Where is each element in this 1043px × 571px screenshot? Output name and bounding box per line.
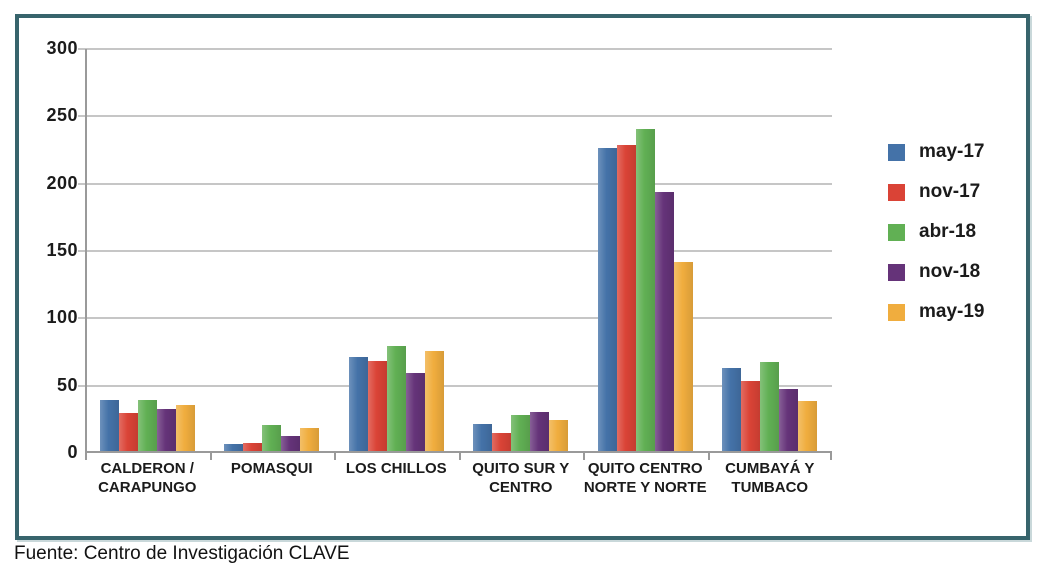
bar-group	[708, 362, 833, 451]
legend-swatch-nov-18	[888, 263, 905, 281]
x-axis-category-label: POMASQUI	[230, 460, 313, 477]
y-axis-line	[85, 49, 87, 453]
gridline	[78, 182, 832, 185]
x-axis-category-label: LOS CHILLOS	[345, 460, 447, 477]
y-axis-tick-label: 200	[46, 172, 78, 193]
legend-item: nov-18	[888, 261, 985, 282]
y-axis-tick-label: 300	[46, 38, 78, 59]
legend-label: may-17	[919, 141, 985, 162]
gridline	[78, 384, 832, 387]
bar-abr-18	[635, 129, 655, 451]
bar-may-17	[99, 400, 119, 451]
x-axis-category-label: QUITO CENTRO NORTE Y NORTE	[583, 460, 707, 496]
bar-abr-18	[511, 415, 531, 451]
bar-group	[85, 400, 210, 451]
y-axis-tick-label: 150	[46, 240, 78, 261]
bar-nov-17	[741, 381, 761, 451]
bar-may-19	[175, 405, 195, 451]
x-axis-tick	[209, 453, 212, 460]
bar-group	[583, 129, 708, 451]
bar-nov-18	[779, 389, 799, 451]
y-axis-tick-label: 250	[46, 105, 78, 126]
legend-swatch-abr-18	[888, 223, 905, 241]
legend-label: nov-18	[919, 261, 981, 282]
legend-swatch-may-19	[888, 303, 905, 321]
bar-nov-17	[118, 413, 138, 451]
legend-swatch-may-17	[888, 143, 905, 161]
y-axis-tick-label: 100	[46, 307, 78, 328]
legend-label: abr-18	[919, 221, 977, 242]
x-axis-line	[85, 451, 832, 453]
x-axis-tick	[583, 453, 585, 460]
legend-label: may-19	[919, 301, 985, 322]
bar-nov-17	[243, 443, 263, 451]
bar-nov-18	[405, 373, 425, 451]
x-axis-tick	[830, 453, 832, 460]
bar-group	[459, 412, 584, 451]
y-axis-tick-label: 0	[67, 442, 78, 463]
gridline	[78, 48, 832, 50]
source-note: Fuente: Centro de Investigación CLAVE	[14, 543, 350, 564]
bar-may-17	[224, 444, 244, 451]
bar-nov-17	[616, 145, 636, 451]
bar-may-19	[798, 401, 818, 451]
bar-may-19	[549, 420, 569, 451]
legend: may-17 nov-17 abr-18 nov-18 may-19	[888, 141, 985, 342]
bar-nov-18	[530, 412, 550, 451]
bar-may-17	[348, 357, 368, 451]
x-axis-tick	[334, 453, 336, 460]
bar-nov-17	[492, 433, 512, 451]
gridline	[78, 317, 832, 320]
legend-label: nov-17	[919, 181, 981, 202]
bar-may-19	[300, 428, 320, 451]
bar-nov-18	[654, 192, 674, 451]
bar-may-17	[722, 368, 742, 451]
bar-may-17	[473, 424, 493, 451]
x-axis-tick	[85, 453, 87, 460]
gridline	[78, 115, 832, 118]
bar-abr-18	[760, 362, 780, 451]
x-axis-tick	[707, 453, 710, 460]
y-axis-tick-label: 50	[56, 374, 78, 395]
bar-abr-18	[262, 425, 282, 451]
bar-group	[334, 346, 459, 451]
legend-item: may-19	[888, 301, 985, 322]
bar-may-17	[597, 148, 617, 451]
gridline	[78, 250, 832, 252]
x-axis-category-label: CUMBAYÁ Y TUMBACO	[725, 460, 815, 496]
x-axis-category-label: CALDERON / CARAPUNGO	[98, 460, 197, 496]
legend-swatch-nov-17	[888, 183, 905, 201]
x-axis-category-label: QUITO SUR Y CENTRO	[472, 460, 570, 496]
bar-abr-18	[386, 346, 406, 451]
legend-item: abr-18	[888, 221, 985, 242]
bar-nov-18	[156, 409, 176, 451]
bar-abr-18	[137, 400, 157, 451]
plot-area	[78, 48, 833, 460]
legend-item: nov-17	[888, 181, 985, 202]
legend-item: may-17	[888, 141, 985, 162]
x-axis-tick	[458, 453, 461, 460]
bar-group	[210, 425, 335, 451]
bar-may-19	[424, 351, 444, 451]
bar-may-19	[673, 262, 693, 451]
bar-nov-18	[281, 436, 301, 451]
bar-nov-17	[367, 361, 387, 451]
